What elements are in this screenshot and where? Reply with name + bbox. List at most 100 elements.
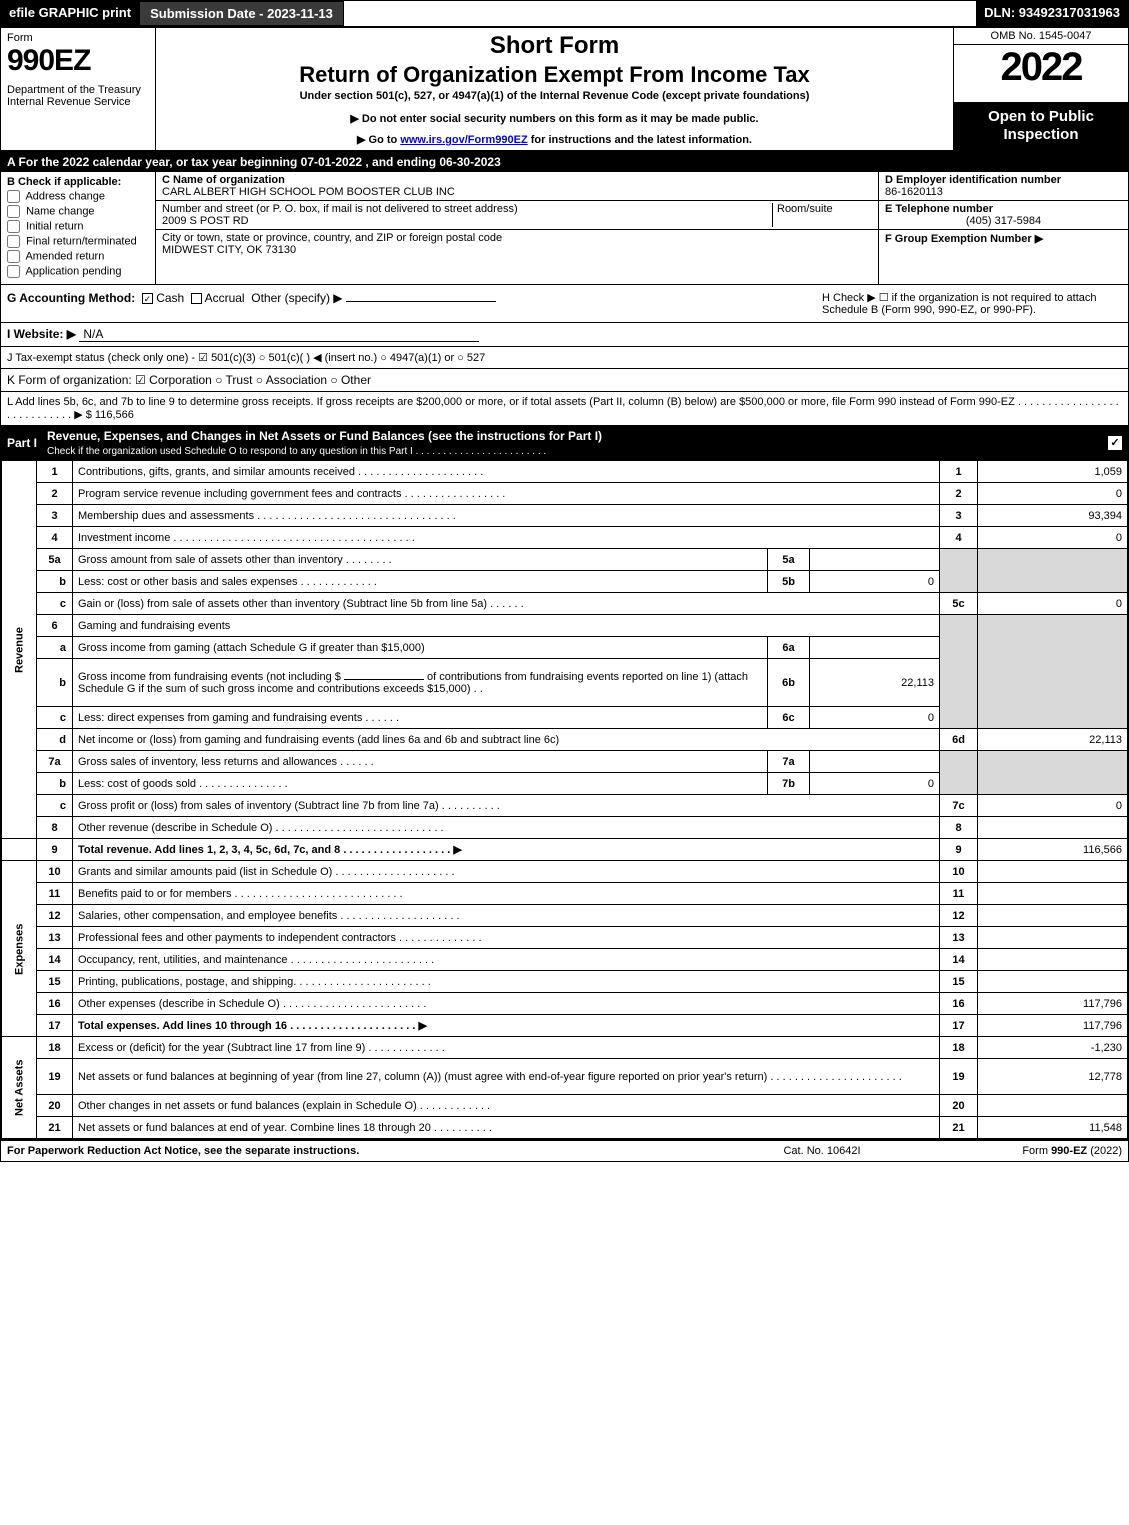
chk-accrual[interactable] [191, 293, 202, 304]
dept-label: Department of the Treasury Internal Reve… [7, 84, 149, 108]
r7a-sub: 7a [768, 751, 810, 773]
part1-header: Part I Revenue, Expenses, and Changes in… [1, 426, 1128, 460]
g-other-input[interactable] [346, 301, 496, 302]
chk-initial-return[interactable]: Initial return [7, 220, 149, 233]
r6c-no: c [37, 707, 73, 729]
section-k: K Form of organization: ☑ Corporation ○ … [1, 369, 1128, 392]
side-revenue: Revenue [2, 461, 37, 839]
r8-desc: Other revenue (describe in Schedule O) .… [73, 817, 940, 839]
side-expenses: Expenses [2, 861, 37, 1037]
goto-post: for instructions and the latest informat… [528, 134, 752, 146]
omb-number: OMB No. 1545-0047 [954, 28, 1128, 45]
r8-rn: 8 [940, 817, 978, 839]
box-e: E Telephone number (405) 317-5984 [879, 201, 1128, 230]
r5c-no: c [37, 593, 73, 615]
r3-desc: Membership dues and assessments . . . . … [73, 505, 940, 527]
chk-cash[interactable] [142, 293, 153, 304]
return-title: Return of Organization Exempt From Incom… [164, 62, 945, 88]
r9-rn: 9 [940, 839, 978, 861]
box-def: D Employer identification number 86-1620… [878, 172, 1128, 284]
r15-rn: 15 [940, 971, 978, 993]
g-cash: Cash [156, 291, 184, 305]
r3-rn: 3 [940, 505, 978, 527]
r6a-subamt [810, 637, 940, 659]
r6a-sub: 6a [768, 637, 810, 659]
r1-no: 1 [37, 461, 73, 483]
part1-title-text: Revenue, Expenses, and Changes in Net As… [47, 429, 602, 443]
r21-no: 21 [37, 1117, 73, 1139]
r6-desc: Gaming and fundraising events [73, 615, 940, 637]
r16-rn: 16 [940, 993, 978, 1015]
r6-gray2 [978, 615, 1128, 729]
r13-amt [978, 927, 1128, 949]
chk-final-return[interactable]: Final return/terminated [7, 235, 149, 248]
chk-application-pending[interactable]: Application pending [7, 265, 149, 278]
r12-rn: 12 [940, 905, 978, 927]
r6b-no: b [37, 659, 73, 707]
r20-desc: Other changes in net assets or fund bala… [73, 1095, 940, 1117]
r12-amt [978, 905, 1128, 927]
r11-rn: 11 [940, 883, 978, 905]
r5c-desc: Gain or (loss) from sale of assets other… [73, 593, 940, 615]
part1-checkbox[interactable]: ✓ [1108, 436, 1122, 450]
r15-desc: Printing, publications, postage, and shi… [73, 971, 940, 993]
opt-initial: Initial return [26, 220, 83, 232]
footer-center: Cat. No. 10642I [722, 1145, 922, 1157]
r6a-no: a [37, 637, 73, 659]
r6-no: 6 [37, 615, 73, 637]
section-i: I Website: ▶ N/A [1, 323, 1128, 347]
r11-no: 11 [37, 883, 73, 905]
r7c-amt: 0 [978, 795, 1128, 817]
r6b-blank[interactable] [344, 679, 424, 680]
r6a-desc: Gross income from gaming (attach Schedul… [73, 637, 768, 659]
r17-desc: Total expenses. Add lines 10 through 16 … [73, 1015, 940, 1037]
r10-amt [978, 861, 1128, 883]
chk-name-change[interactable]: Name change [7, 205, 149, 218]
chk-address-change[interactable]: Address change [7, 190, 149, 203]
section-l: L Add lines 5b, 6c, and 7b to line 9 to … [1, 392, 1128, 426]
box-d: D Employer identification number 86-1620… [879, 172, 1128, 201]
side-blank1 [2, 839, 37, 861]
street-value: 2009 S POST RD [162, 215, 249, 227]
street-row: Number and street (or P. O. box, if mail… [156, 201, 878, 230]
irs-link[interactable]: www.irs.gov/Form990EZ [400, 134, 527, 146]
r21-amt: 11,548 [978, 1117, 1128, 1139]
r1-rn: 1 [940, 461, 978, 483]
section-j: J Tax-exempt status (check only one) - ☑… [1, 347, 1128, 369]
r11-desc: Benefits paid to or for members . . . . … [73, 883, 940, 905]
box-f: F Group Exemption Number ▶ [879, 230, 1128, 284]
chk-amended-return[interactable]: Amended return [7, 250, 149, 263]
r7b-subamt: 0 [810, 773, 940, 795]
ein-label: D Employer identification number [885, 174, 1061, 186]
r6d-no: d [37, 729, 73, 751]
r4-amt: 0 [978, 527, 1128, 549]
r5b-desc: Less: cost or other basis and sales expe… [73, 571, 768, 593]
r2-amt: 0 [978, 483, 1128, 505]
r11-amt [978, 883, 1128, 905]
g-label: G Accounting Method: [7, 291, 135, 305]
r5a-subamt [810, 549, 940, 571]
tel-value: (405) 317-5984 [885, 215, 1122, 227]
r4-no: 4 [37, 527, 73, 549]
efile-print-button[interactable]: efile GRAPHIC print [1, 1, 139, 26]
r20-rn: 20 [940, 1095, 978, 1117]
r5-gray1 [940, 549, 978, 593]
r21-desc: Net assets or fund balances at end of ye… [73, 1117, 940, 1139]
r6b-d1: Gross income from fundraising events (no… [78, 671, 341, 683]
r2-desc: Program service revenue including govern… [73, 483, 940, 505]
r5a-no: 5a [37, 549, 73, 571]
r13-no: 13 [37, 927, 73, 949]
r9-amt: 116,566 [978, 839, 1128, 861]
r3-no: 3 [37, 505, 73, 527]
goto-note: ▶ Go to www.irs.gov/Form990EZ for instru… [164, 133, 945, 146]
tel-label: E Telephone number [885, 203, 993, 215]
ssn-note: ▶ Do not enter social security numbers o… [164, 112, 945, 125]
r7b-no: b [37, 773, 73, 795]
r20-amt [978, 1095, 1128, 1117]
part1-sub: Check if the organization used Schedule … [47, 446, 546, 457]
r12-desc: Salaries, other compensation, and employ… [73, 905, 940, 927]
section-bcdef: B Check if applicable: Address change Na… [1, 172, 1128, 285]
r7b-desc: Less: cost of goods sold . . . . . . . .… [73, 773, 768, 795]
r19-rn: 19 [940, 1059, 978, 1095]
header-left: Form 990EZ Department of the Treasury In… [1, 28, 156, 150]
